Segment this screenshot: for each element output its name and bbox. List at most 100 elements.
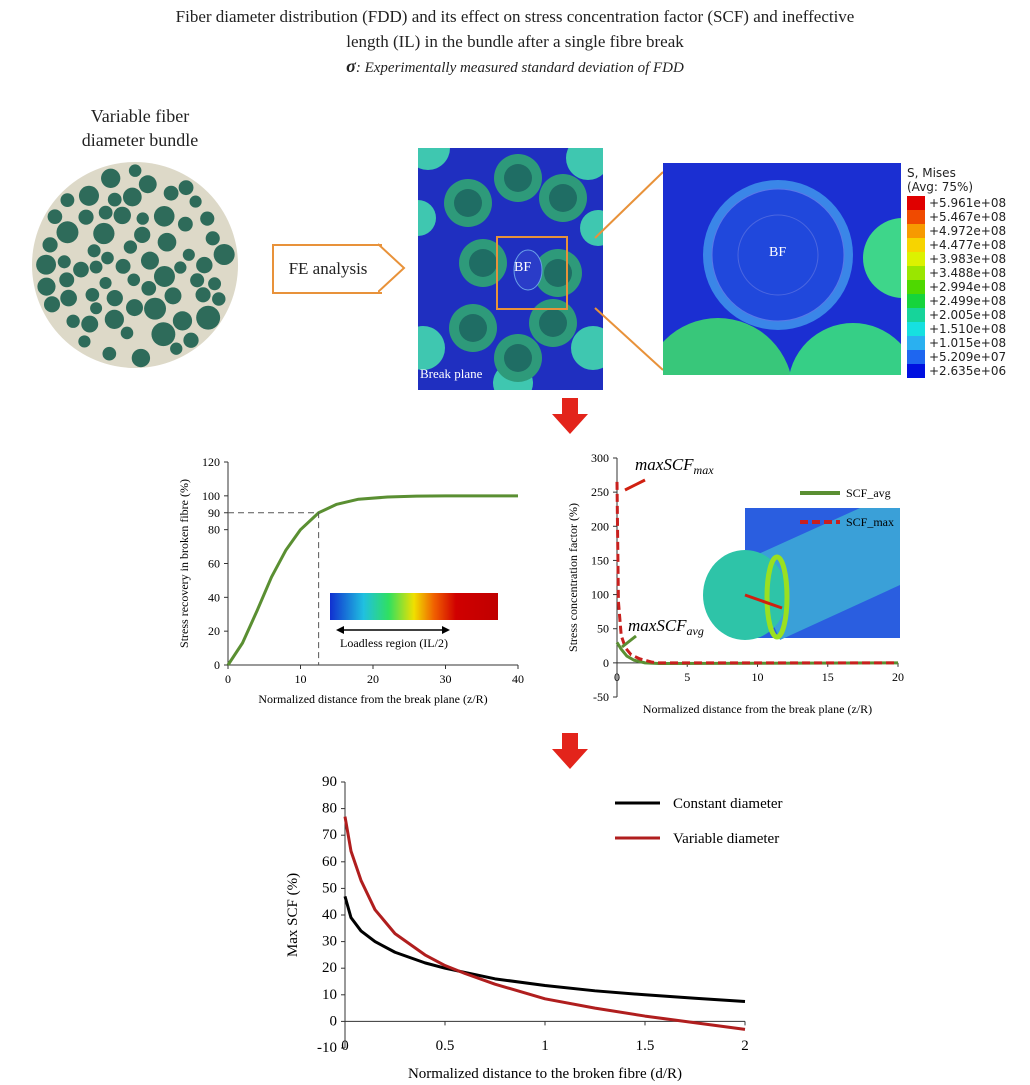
fiber bbox=[85, 287, 100, 302]
fiber bbox=[43, 296, 61, 313]
x-tick-label: 10 bbox=[752, 670, 764, 684]
y-tick-label: 100 bbox=[591, 588, 609, 602]
stress-color-bar bbox=[330, 593, 498, 620]
fiber bbox=[177, 216, 193, 232]
fiber bbox=[60, 289, 77, 307]
fiber bbox=[57, 255, 71, 269]
fiber bbox=[212, 292, 226, 306]
title-line-1: Fiber diameter distribution (FDD) and it… bbox=[175, 7, 855, 26]
x-tick-label: 1 bbox=[541, 1038, 549, 1054]
fiber bbox=[102, 346, 117, 361]
legend-swatch bbox=[907, 266, 925, 280]
fiber bbox=[107, 192, 122, 207]
fiber bbox=[136, 212, 149, 225]
fiber bbox=[73, 261, 89, 278]
bundle-label-2: diameter bundle bbox=[81, 130, 199, 150]
y-tick-label: 100 bbox=[202, 489, 220, 503]
y-tick-label: 80 bbox=[322, 801, 337, 817]
y-tick-label: 80 bbox=[208, 523, 220, 537]
fiber bbox=[104, 309, 124, 329]
legend-swatch bbox=[907, 294, 925, 308]
fiber bbox=[90, 302, 103, 315]
fiber bbox=[120, 326, 134, 340]
legend-label: Variable diameter bbox=[673, 831, 779, 847]
pointer-arrow bbox=[621, 634, 637, 649]
legend-value: +2.499e+08 bbox=[929, 294, 1007, 308]
x-tick-label: 1.5 bbox=[636, 1038, 655, 1054]
fiber bbox=[47, 209, 63, 224]
legend-value: +5.961e+08 bbox=[929, 196, 1007, 210]
fiber bbox=[178, 180, 194, 196]
y-tick-label: 30 bbox=[322, 934, 337, 950]
x-tick-label: 0 bbox=[341, 1038, 349, 1054]
x-tick-label: 2 bbox=[741, 1038, 749, 1054]
legend-value: +3.488e+08 bbox=[929, 266, 1007, 280]
x-tick-label: 0 bbox=[225, 672, 231, 686]
y-tick-label: 60 bbox=[208, 557, 220, 571]
y-tick-label: 20 bbox=[322, 960, 337, 976]
fiber bbox=[208, 277, 222, 291]
y-tick-label: -50 bbox=[593, 690, 609, 704]
legend-swatch bbox=[907, 210, 925, 224]
x-tick-label: 20 bbox=[892, 670, 904, 684]
series-line-constant-diameter bbox=[343, 895, 746, 1003]
fiber bbox=[123, 240, 138, 254]
fiber bbox=[189, 195, 202, 208]
fiber-bundle-cross-section bbox=[32, 162, 238, 368]
x-tick-label: 5 bbox=[684, 670, 690, 684]
fiber bbox=[131, 348, 151, 368]
fiber bbox=[196, 305, 221, 330]
fiber bbox=[87, 244, 101, 258]
ref-90-line bbox=[228, 512, 320, 665]
title-line-2: length (IL) in the bundle after a single… bbox=[346, 32, 684, 51]
zoom-bf-label: BF bbox=[769, 245, 787, 260]
fiber bbox=[78, 185, 100, 206]
fiber bbox=[101, 251, 114, 265]
x-tick-label: 0.5 bbox=[436, 1038, 455, 1054]
y-tick-label: 50 bbox=[322, 880, 337, 896]
fiber bbox=[213, 243, 235, 266]
sigma-symbol: σ bbox=[346, 56, 356, 76]
y-tick-label: -10 bbox=[317, 1040, 337, 1056]
legend-row: +2.005e+08 bbox=[907, 308, 1006, 322]
fiber bbox=[122, 187, 142, 207]
y-tick-label: 70 bbox=[322, 827, 337, 843]
bundle-label-1: Variable fiber bbox=[90, 106, 190, 126]
fiber bbox=[78, 335, 91, 348]
legend-row: +2.635e+06 bbox=[907, 364, 1006, 378]
legend-swatch bbox=[907, 252, 925, 266]
fiber bbox=[128, 164, 142, 177]
legend-row: +1.015e+08 bbox=[907, 336, 1006, 350]
y-tick-label: 120 bbox=[202, 455, 220, 469]
fiber bbox=[190, 273, 205, 288]
y-tick-label: 40 bbox=[208, 590, 220, 604]
fiber bbox=[151, 322, 176, 347]
y-tick-label: 300 bbox=[591, 451, 609, 465]
y-tick-label: 50 bbox=[597, 622, 609, 636]
y-axis-label: Stress concentration factor (%) bbox=[566, 503, 580, 652]
fiber bbox=[106, 289, 123, 307]
fiber bbox=[37, 277, 56, 296]
legend-title: S, Mises bbox=[907, 166, 956, 180]
legend-label: Constant diameter bbox=[673, 796, 783, 812]
legend-row: +3.983e+08 bbox=[907, 252, 1006, 266]
y-tick-label: 250 bbox=[591, 485, 609, 499]
legend-value: +3.983e+08 bbox=[929, 252, 1007, 266]
fiber bbox=[101, 168, 121, 188]
fiber bbox=[183, 332, 199, 348]
fiber bbox=[36, 254, 57, 275]
y-tick-label: 0 bbox=[214, 658, 220, 672]
fiber bbox=[127, 273, 141, 287]
break-plane-label: Break plane bbox=[420, 366, 483, 381]
legend-swatch bbox=[907, 224, 925, 238]
loadless-region-label: Loadless region (IL/2) bbox=[340, 636, 448, 650]
series-line-scf-avg bbox=[615, 641, 899, 666]
legend-value: +5.467e+08 bbox=[929, 210, 1007, 224]
down-arrow-icon bbox=[552, 398, 588, 434]
x-tick-label: 40 bbox=[512, 672, 524, 686]
legend-swatch bbox=[907, 322, 925, 336]
legend-scf-avg: SCF_avg bbox=[846, 486, 891, 500]
legend-swatch bbox=[907, 364, 925, 378]
